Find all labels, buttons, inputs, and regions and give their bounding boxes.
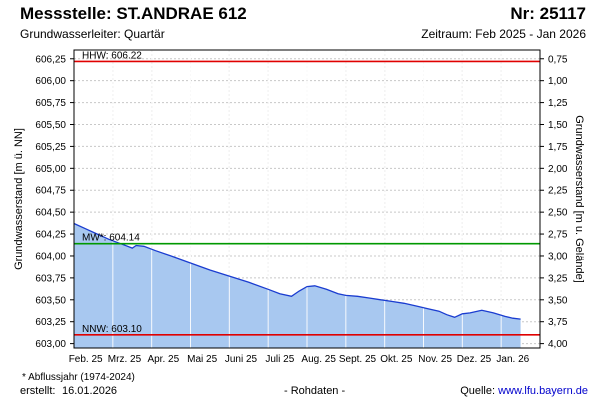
y-tick-label: 605,50 (35, 120, 66, 131)
reference-label-nnw: NNW: 603.10 (82, 324, 142, 335)
y2-tick-label: 2,75 (548, 230, 568, 241)
source: Quelle: www.lfu.bayern.de (460, 385, 588, 397)
y-tick-label: 605,75 (35, 98, 66, 109)
y-tick-label: 604,50 (35, 208, 66, 219)
source-link[interactable]: www.lfu.bayern.de (498, 385, 588, 397)
x-tick-label: Mai 25 (187, 354, 217, 365)
y2-tick-label: 1,50 (548, 120, 568, 131)
x-tick-label: Juni 25 (225, 354, 258, 365)
x-tick-label: Nov. 25 (418, 354, 452, 365)
reference-label-hhw: HHW: 606.22 (82, 50, 142, 61)
y2-tick-label: 1,75 (548, 142, 568, 153)
created-label: erstellt: (20, 385, 56, 397)
y2-tick-label: 2,50 (548, 208, 568, 219)
y-tick-label: 605,25 (35, 142, 66, 153)
y-tick-label: 603,25 (35, 317, 66, 328)
x-tick-label: Okt. 25 (380, 354, 413, 365)
y-tick-label: 604,25 (35, 230, 66, 241)
plot-frame (73, 49, 541, 349)
x-tick-label: Feb. 25 (69, 354, 103, 365)
y2-tick-label: 2,25 (548, 186, 568, 197)
x-tick-label: Juli 25 (265, 354, 294, 365)
reference-label-mw: MW*: 604.14 (82, 233, 140, 244)
x-tick-label: Jan. 26 (496, 354, 529, 365)
y2-tick-label: 1,00 (548, 76, 568, 87)
x-tick-label: Mrz. 25 (108, 354, 142, 365)
y-tick-label: 605,00 (35, 164, 66, 175)
y-tick-label: 604,00 (35, 251, 66, 262)
groundwater-area (74, 223, 521, 348)
y2-tick-label: 1,25 (548, 98, 568, 109)
y2-tick-label: 3,25 (548, 273, 568, 284)
raw-data-note: - Rohdaten - (284, 385, 346, 397)
y2-tick-label: 3,50 (548, 295, 568, 306)
y2-tick-label: 3,75 (548, 317, 568, 328)
y-tick-label: 604,75 (35, 186, 66, 197)
y2-tick-label: 0,75 (548, 54, 568, 65)
y-tick-label: 606,00 (35, 76, 66, 87)
x-tick-label: Apr. 25 (147, 354, 179, 365)
y-tick-label: 606,25 (35, 54, 66, 65)
y-tick-label: 603,00 (35, 339, 66, 350)
y-tick-label: 603,75 (35, 273, 66, 284)
y2-tick-label: 2,00 (548, 164, 568, 175)
y2-axis-title: Grundwasserstand [m u. Gelände] (573, 115, 585, 283)
x-tick-label: Sept. 25 (339, 354, 377, 365)
station-number: Nr: 25117 (510, 4, 586, 23)
groundwater-line (73, 222, 521, 320)
period-label: Zeitraum: Feb 2025 - Jan 2026 (421, 27, 586, 41)
created-date: 16.01.2026 (62, 385, 118, 397)
mean-footnote: * Abflussjahr (1974-2024) (22, 372, 135, 383)
y-axis-title: Grundwasserstand [m ü. NN] (13, 128, 25, 270)
aquifer-label: Grundwasserleiter: Quartär (20, 27, 165, 41)
y-tick-label: 603,50 (35, 295, 66, 306)
x-tick-label: Dez. 25 (457, 354, 492, 365)
y2-tick-label: 3,00 (548, 251, 568, 262)
y2-tick-label: 4,00 (548, 339, 568, 350)
x-tick-label: Aug. 25 (301, 354, 336, 365)
source-label: Quelle: (460, 385, 499, 397)
station-title: Messstelle: ST.ANDRAE 612 (20, 4, 247, 23)
